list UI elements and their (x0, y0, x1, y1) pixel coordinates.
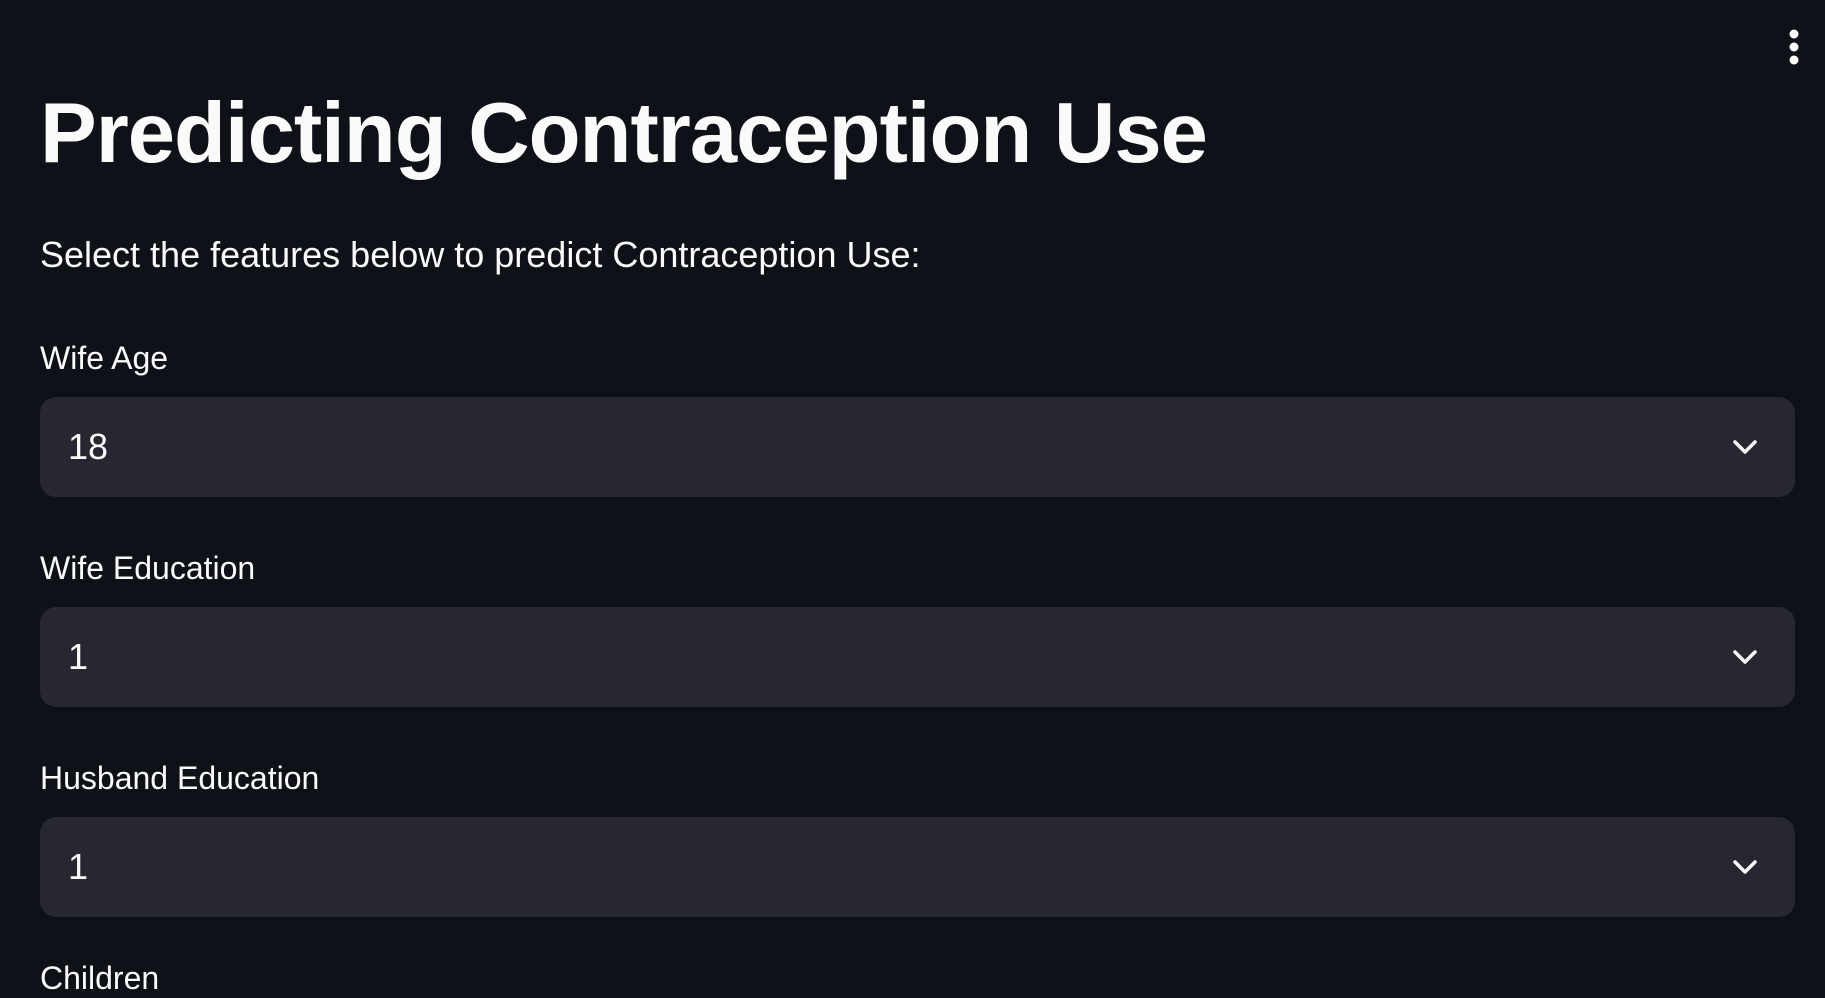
page-title: Predicting Contraception Use (40, 86, 1208, 181)
children-label: Children (40, 960, 160, 996)
wife-age-label: Wife Age (40, 340, 169, 376)
chevron-down-icon (1733, 860, 1757, 874)
husband-education-select[interactable]: 1 (40, 817, 1795, 917)
wife-education-select[interactable]: 1 (40, 607, 1795, 707)
wife-age-value: 18 (68, 426, 109, 467)
husband-education-label: Husband Education (40, 760, 320, 796)
main-menu-button[interactable] (1775, 24, 1813, 70)
wife-education-value: 1 (68, 636, 89, 677)
chevron-down-icon (1733, 440, 1757, 454)
vertical-ellipsis-icon (1789, 29, 1799, 65)
wife-age-select[interactable]: 18 (40, 397, 1795, 497)
husband-education-value: 1 (68, 846, 89, 887)
page-subtitle: Select the features below to predict Con… (40, 234, 921, 275)
chevron-down-icon (1733, 650, 1757, 664)
wife-education-label: Wife Education (40, 550, 256, 586)
